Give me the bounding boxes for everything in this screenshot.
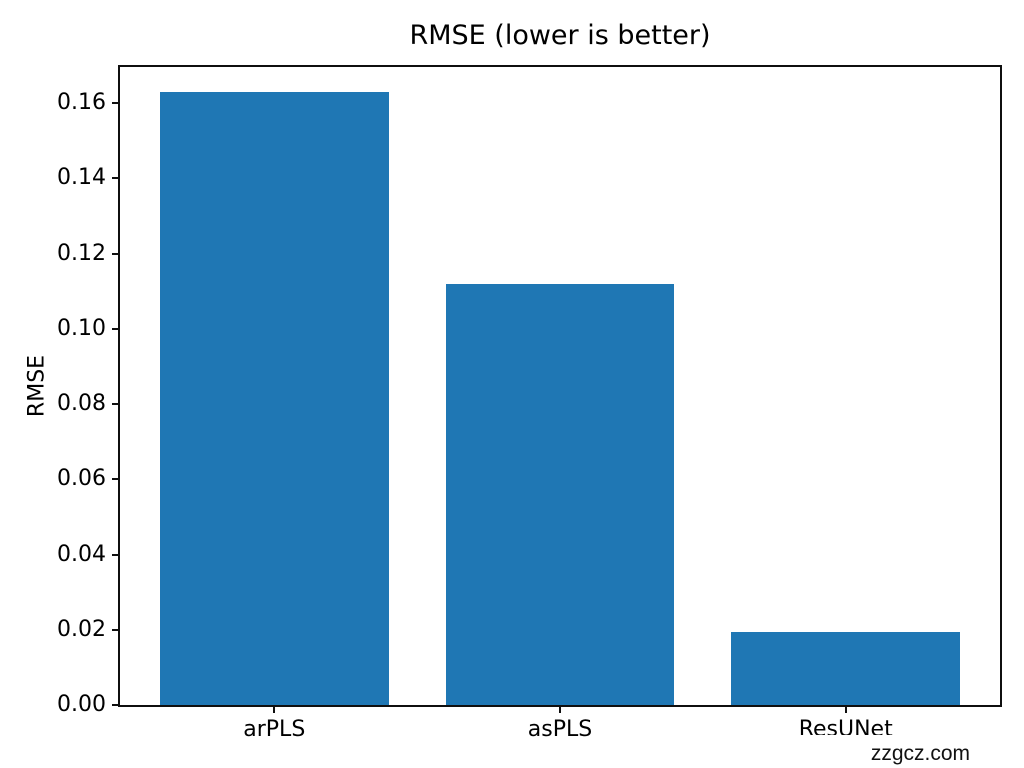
x-tick-label: asPLS xyxy=(527,717,593,742)
y-tick-label: 0.16 xyxy=(57,90,106,116)
x-tick-label: arPLS xyxy=(243,717,306,742)
y-tick-label: 0.12 xyxy=(57,240,106,266)
y-tick-label: 0.08 xyxy=(57,391,106,417)
watermark-text: zzgcz.com xyxy=(870,742,970,765)
bar-asPLS xyxy=(445,283,675,705)
y-tick-mark xyxy=(112,102,120,105)
x-tick-mark xyxy=(559,705,561,713)
y-tick-label: 0.06 xyxy=(57,466,106,492)
x-tick-mark xyxy=(273,705,276,713)
y-tick-label: 0.04 xyxy=(57,541,106,567)
y-tick-mark xyxy=(112,478,120,481)
y-tick-mark xyxy=(112,177,120,180)
x-tick-mark xyxy=(844,705,847,713)
bar-ResUNet xyxy=(731,631,960,705)
y-tick-mark xyxy=(112,403,120,406)
plot-area xyxy=(120,67,1000,705)
y-tick-label: 0.10 xyxy=(57,315,106,341)
watermark-box: zzgcz.com xyxy=(778,735,1024,768)
y-tick-label: 0.02 xyxy=(57,616,106,642)
chart-title: RMSE (lower is better) xyxy=(409,20,711,51)
y-tick-mark xyxy=(112,553,120,556)
y-tick-mark xyxy=(112,628,120,631)
y-tick-mark xyxy=(112,327,120,330)
y-tick-label: 0.14 xyxy=(57,165,106,191)
bar-arPLS xyxy=(160,91,389,705)
y-tick-mark xyxy=(112,252,120,255)
y-tick-mark xyxy=(112,704,120,706)
y-tick-label: 0.00 xyxy=(57,692,106,717)
